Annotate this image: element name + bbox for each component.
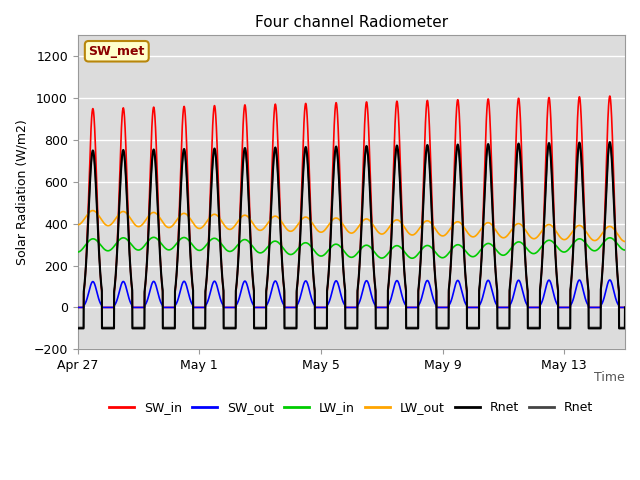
Text: Time: Time: [595, 371, 625, 384]
Y-axis label: Solar Radiation (W/m2): Solar Radiation (W/m2): [15, 120, 28, 265]
Title: Four channel Radiometer: Four channel Radiometer: [255, 15, 448, 30]
Legend: SW_in, SW_out, LW_in, LW_out, Rnet, Rnet: SW_in, SW_out, LW_in, LW_out, Rnet, Rnet: [104, 396, 598, 420]
Text: SW_met: SW_met: [88, 45, 145, 58]
